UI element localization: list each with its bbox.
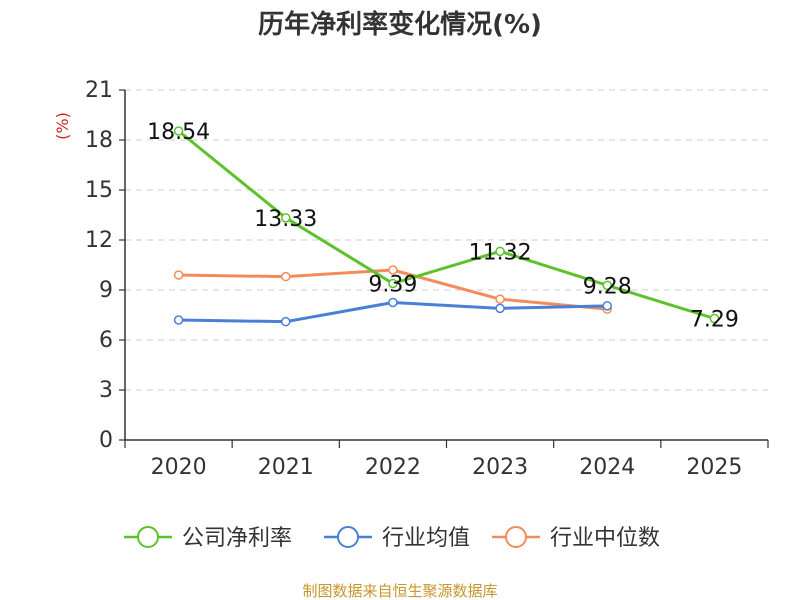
x-tick-label: 2024 bbox=[579, 455, 635, 480]
data-point bbox=[173, 126, 184, 136]
y-tick-label: 6 bbox=[99, 328, 113, 353]
data-point bbox=[281, 271, 291, 282]
data-point bbox=[495, 246, 505, 257]
data-point bbox=[173, 270, 184, 280]
data-point bbox=[602, 301, 612, 311]
x-tick-label: 2021 bbox=[258, 455, 314, 480]
x-tick-label: 2025 bbox=[686, 455, 742, 480]
data-label: 9.28 bbox=[583, 274, 632, 299]
chart-title: 历年净利率变化情况(%) bbox=[258, 9, 542, 40]
data-point bbox=[602, 280, 612, 291]
data-point bbox=[709, 313, 720, 324]
data-label: 7.29 bbox=[690, 308, 739, 333]
y-tick-label: 21 bbox=[85, 78, 113, 103]
series-lines bbox=[173, 126, 720, 327]
legend[interactable]: 公司净利率 行业均值 行业中位数 bbox=[124, 526, 660, 551]
y-tick-label: 12 bbox=[85, 228, 113, 253]
x-tick-label: 2023 bbox=[472, 455, 528, 480]
data-label: 18.54 bbox=[147, 120, 210, 145]
data-point bbox=[388, 265, 398, 275]
legend-item[interactable]: 行业均值 bbox=[324, 526, 470, 551]
legend-marker bbox=[505, 526, 527, 548]
data-point bbox=[388, 278, 398, 289]
x-tick-label: 2020 bbox=[151, 455, 207, 480]
data-labels: 18.54 13.33 9.39 11.32 9.28 7.29 bbox=[147, 120, 739, 333]
data-label: 13.33 bbox=[254, 207, 317, 232]
data-label: 11.32 bbox=[469, 240, 532, 265]
legend-label: 行业中位数 bbox=[550, 526, 660, 551]
y-tick-label: 18 bbox=[85, 128, 113, 153]
series-0 bbox=[173, 126, 720, 324]
data-point bbox=[281, 316, 291, 327]
legend-item[interactable]: 公司净利率 bbox=[124, 526, 292, 551]
series-1 bbox=[173, 297, 612, 327]
y-axis-unit-label: (%) bbox=[53, 112, 72, 140]
series-line bbox=[177, 129, 716, 320]
legend-marker bbox=[137, 526, 159, 548]
data-point bbox=[388, 297, 398, 308]
legend-item[interactable]: 行业中位数 bbox=[492, 526, 660, 551]
x-tick-label: 2022 bbox=[365, 455, 421, 480]
legend-label: 行业均值 bbox=[382, 526, 470, 551]
data-point bbox=[495, 303, 505, 314]
data-point bbox=[173, 315, 184, 325]
y-tick-label: 15 bbox=[85, 178, 113, 203]
axes: 0 3 6 9 12 15 18 21 2020 2021 2022 2023 2024 2025 bbox=[85, 78, 769, 480]
data-point bbox=[495, 294, 505, 304]
series-2 bbox=[173, 265, 612, 314]
source-note: 制图数据来自恒生聚源数据库 bbox=[302, 582, 497, 600]
y-tick-label: 0 bbox=[99, 428, 113, 453]
data-label: 9.39 bbox=[368, 273, 417, 298]
data-point bbox=[281, 213, 291, 223]
y-tick-label: 3 bbox=[99, 378, 113, 403]
grid-lines bbox=[125, 89, 768, 391]
y-tick-label: 9 bbox=[99, 278, 113, 303]
legend-label: 公司净利率 bbox=[182, 526, 292, 551]
legend-marker bbox=[337, 526, 359, 548]
